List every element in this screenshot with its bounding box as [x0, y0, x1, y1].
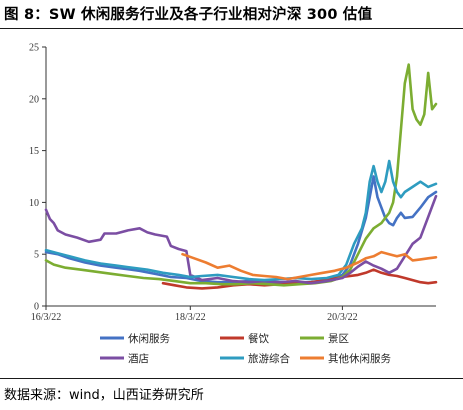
series-line-4 — [44, 194, 438, 285]
y-tick-label: 0 — [34, 302, 39, 313]
y-tick-label: 15 — [29, 146, 39, 157]
figure-title: 图 8：SW 休闲服务行业及各子行业相对沪深 300 估值 — [4, 6, 373, 23]
y-tick-label: 10 — [29, 198, 39, 209]
legend-label-1: 休闲服务 — [128, 332, 170, 345]
series-line-6 — [181, 250, 438, 281]
legend-label-2: 餐饮 — [248, 332, 269, 345]
chart-axes: 0 5 10 15 20 25 16/3/22 18/3/22 20/3/22 — [29, 43, 436, 323]
chart-svg: 0 5 10 15 20 25 16/3/22 18/3/22 20/3/22 休闲服务 餐饮 景区… — [29, 43, 438, 365]
figure-title-bar: 图 8：SW 休闲服务行业及各子行业相对沪深 300 估值 — [0, 0, 463, 26]
series-layer — [44, 63, 438, 290]
legend-label-6: 其他休闲服务 — [328, 352, 391, 365]
y-tick-label: 5 — [34, 250, 39, 261]
legend-label-4: 酒店 — [128, 352, 149, 365]
y-tick-label: 25 — [29, 43, 39, 54]
source-label: 数据来源： — [4, 388, 70, 403]
bottom-rule — [0, 378, 463, 379]
chart: 0 5 10 15 20 25 16/3/22 18/3/22 20/3/22 休闲服务 餐饮 景区… — [0, 29, 463, 377]
x-tick-label: 20/3/22 — [327, 312, 358, 323]
source-text: wind，山西证券研究所 — [69, 388, 204, 403]
top-rule — [0, 28, 463, 29]
legend-label-3: 景区 — [328, 333, 349, 345]
x-tick-label: 16/3/22 — [31, 312, 62, 323]
y-tick-label: 20 — [29, 94, 39, 105]
source-note: 数据来源：wind，山西证券研究所 — [4, 384, 204, 403]
series-line-3 — [44, 63, 438, 287]
legend-label-5: 旅游综合 — [248, 352, 290, 365]
x-tick-label: 18/3/22 — [175, 312, 206, 323]
series-line-5 — [44, 159, 438, 282]
